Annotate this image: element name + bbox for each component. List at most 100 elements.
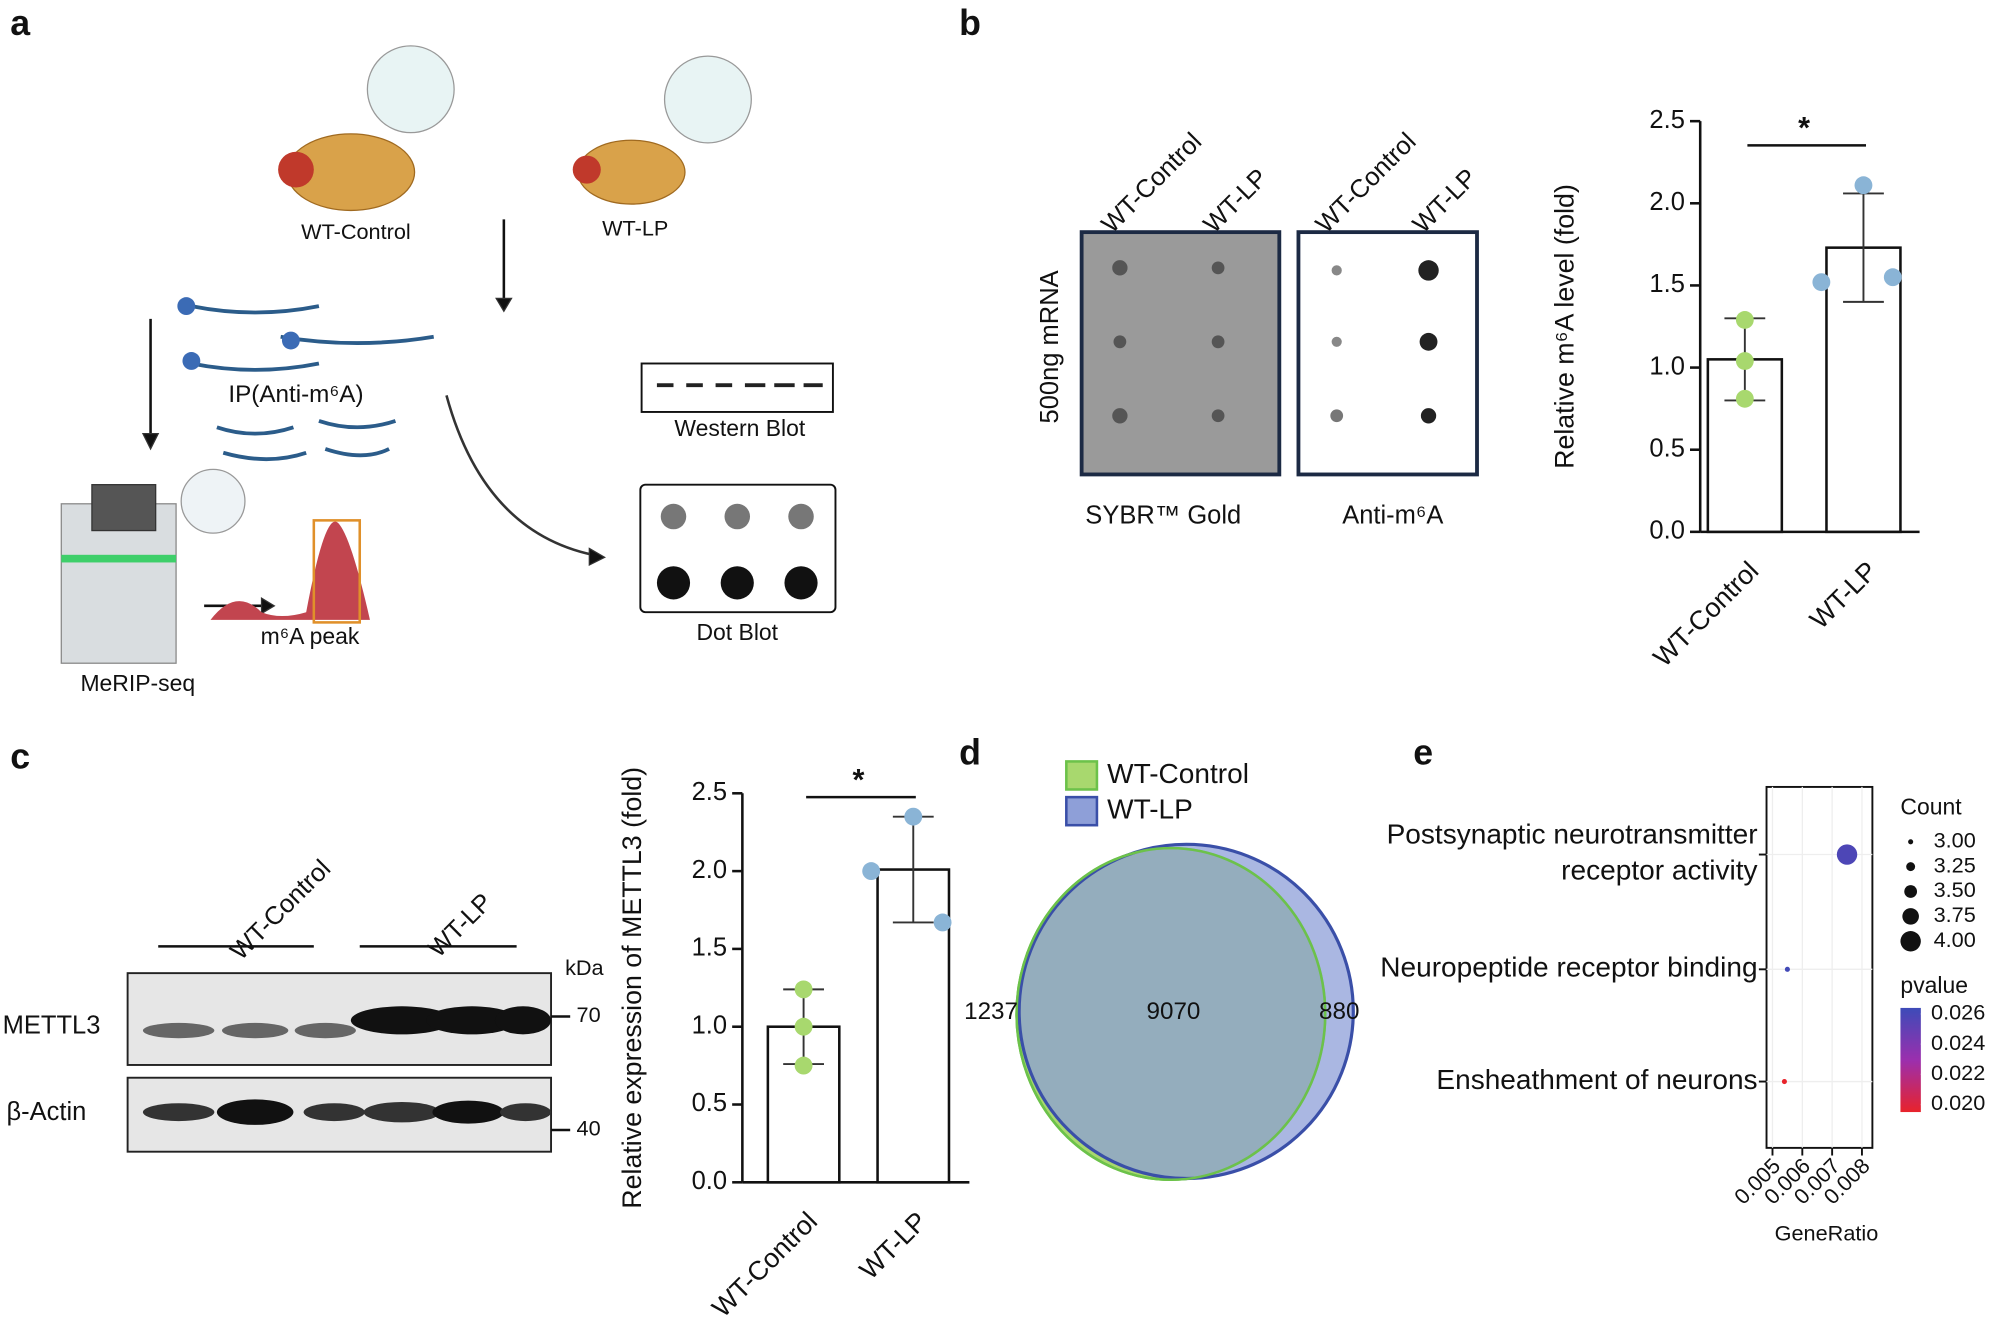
y-tick-label: 0.5: [692, 1089, 727, 1117]
arrow-head: [260, 597, 276, 615]
significance: *: [852, 763, 864, 797]
panel-label: c: [10, 736, 30, 776]
diagram-label: m⁶A peak: [261, 623, 360, 649]
microbe-circle: [663, 55, 752, 144]
colorbar-label: 0.020: [1931, 1090, 1985, 1115]
data-point: [933, 913, 952, 932]
mettl3-bands: [142, 1022, 356, 1039]
diagram-label: Dot Blot: [696, 619, 778, 645]
fly-eye: [572, 155, 601, 184]
peak-box: [312, 519, 362, 624]
trace-circle: [180, 468, 246, 534]
group-label: WT-Control: [225, 855, 336, 966]
data-point: [1854, 176, 1873, 195]
fly-eye: [278, 151, 314, 188]
x-axis-label: GeneRatio: [1775, 1220, 1879, 1245]
row-label: METTL3: [3, 1011, 101, 1039]
size-key: [1902, 908, 1919, 925]
colorbar-label: 0.024: [1931, 1030, 1985, 1055]
blot-sybr: [1079, 230, 1282, 477]
data-point: [794, 980, 813, 999]
arrow-head: [588, 547, 606, 567]
category-label: Neuropeptide receptor binding: [1380, 952, 1757, 983]
venn-outline: [1015, 846, 1327, 1182]
y-tick-label: 1.0: [692, 1011, 727, 1039]
row-label: β-Actin: [6, 1098, 86, 1126]
y-tick-label: 1.5: [1649, 270, 1684, 298]
unit-label: kDa: [565, 955, 604, 980]
data-point: [1735, 311, 1754, 329]
lane-label: WT-Control: [1096, 128, 1207, 239]
data-point: [1735, 352, 1754, 370]
colorbar-label: 0.022: [1931, 1060, 1985, 1085]
cap: [182, 352, 201, 370]
y-tick-label: 1.5: [692, 934, 727, 962]
y-tick-label: 2.5: [1649, 106, 1684, 134]
category-label: Postsynaptic neurotransmitter receptor ac…: [1387, 819, 1758, 886]
diagram-label: MeRIP-seq: [80, 670, 195, 696]
x-tick-label: WT-Control: [1647, 556, 1764, 673]
arrow-head: [141, 433, 160, 451]
y-tick-label: 0.0: [1649, 517, 1684, 545]
panel-label: a: [10, 3, 31, 43]
legend-label: WT-Control: [1107, 758, 1249, 789]
diagram-label: Western Blot: [674, 415, 806, 441]
dot: [1836, 844, 1858, 865]
rna-fragments: [216, 419, 397, 462]
y-tick-label: 2.5: [692, 778, 727, 806]
diagram-a: [60, 45, 837, 664]
monitor: [91, 484, 157, 532]
venn-count: 1237: [964, 998, 1018, 1025]
x-tick-label: WT-LP: [854, 1206, 933, 1285]
y-tick-label: 1.0: [1649, 352, 1684, 380]
lane-label: WT-LP: [1408, 164, 1483, 239]
data-point: [904, 807, 923, 826]
cap: [281, 331, 300, 350]
data-point: [794, 1056, 813, 1075]
dot: [1781, 1079, 1787, 1085]
venn-count: 880: [1319, 998, 1359, 1025]
panel-label: d: [959, 732, 981, 772]
size-key: [1908, 839, 1914, 845]
side-label: 500ng mRNA: [1036, 270, 1064, 423]
legend-title: pvalue: [1900, 972, 1968, 998]
size-label: 3.00: [1934, 828, 1976, 853]
data-point: [862, 862, 881, 881]
x-tick-label: WT-Control: [706, 1206, 823, 1323]
y-tick-label: 2.0: [1649, 188, 1684, 216]
x-tick-label: WT-LP: [1804, 556, 1883, 635]
colorbar-label: 0.026: [1931, 1000, 1985, 1025]
y-tick-label: 2.0: [692, 856, 727, 884]
category-label: Ensheathment of neurons: [1436, 1064, 1757, 1095]
blot-caption: Anti-m⁶A: [1342, 501, 1443, 529]
peak: [210, 521, 370, 620]
dot-box: [639, 483, 837, 614]
dots-gray: [660, 503, 814, 530]
mettl3-bands: [350, 1006, 552, 1035]
size-key: [1906, 862, 1916, 872]
lane-label: WT-LP: [1198, 164, 1273, 239]
curve-arrow: [445, 395, 600, 558]
data-point: [794, 1017, 813, 1036]
diagram-label: IP(Anti-m⁶A): [228, 381, 363, 408]
size-label: 4.00: [1934, 927, 1976, 952]
significance: *: [1798, 111, 1810, 145]
y-axis-label: Relative m⁶A level (fold): [1549, 184, 1579, 469]
anti-spots: [1330, 260, 1439, 424]
data-point: [1883, 268, 1902, 287]
actin-bands: [142, 1099, 552, 1125]
dots-black: [656, 566, 818, 600]
plot-frame: [1765, 785, 1874, 1149]
cap: [177, 297, 196, 316]
panel-label: b: [959, 3, 981, 43]
size-label: 3.25: [1934, 852, 1976, 877]
rna: [191, 304, 435, 372]
arrow-head: [495, 297, 513, 313]
colorbar: [1900, 1007, 1921, 1113]
y-tick-label: 0.5: [1649, 434, 1684, 462]
y-tick-label: 0.0: [692, 1167, 727, 1195]
legend-label: WT-LP: [1107, 794, 1193, 825]
data-point: [1735, 389, 1754, 408]
blot-anti: [1296, 230, 1479, 477]
